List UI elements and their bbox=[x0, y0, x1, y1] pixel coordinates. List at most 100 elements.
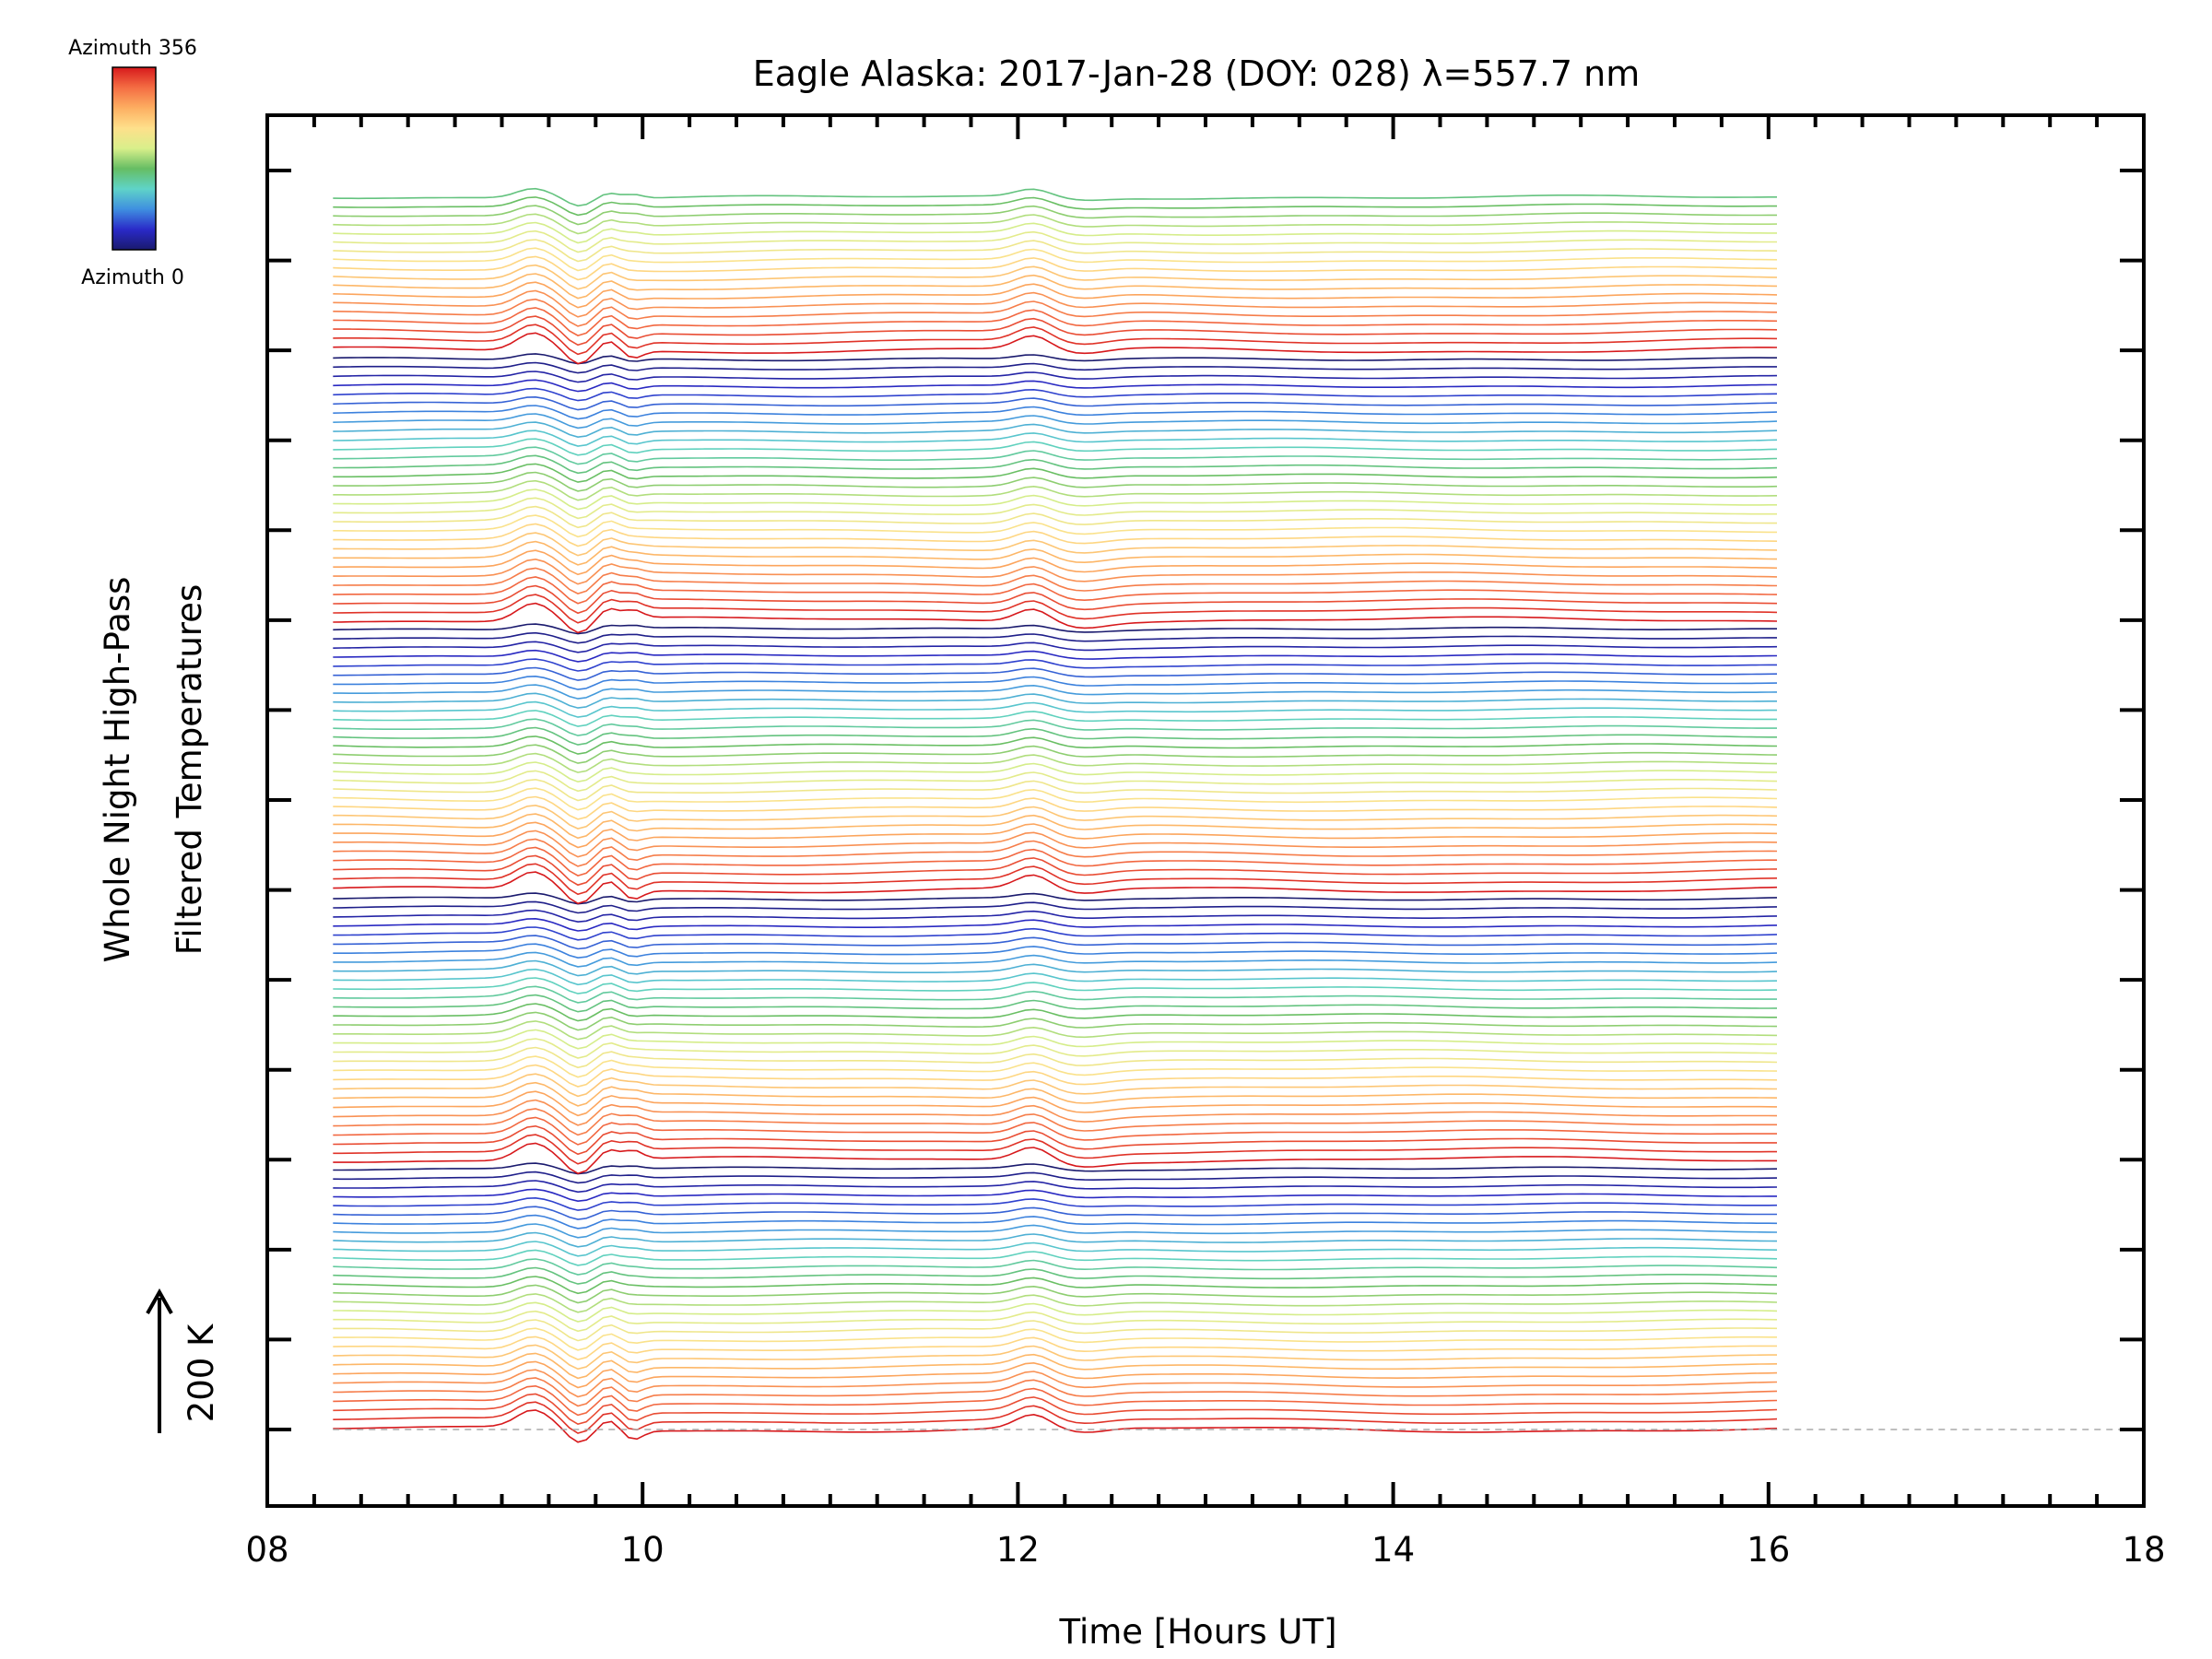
series-line bbox=[333, 735, 1778, 755]
series-line bbox=[333, 846, 1777, 877]
x-tick-labels: 08 10 12 14 16 18 bbox=[245, 1530, 2165, 1570]
series-line bbox=[333, 658, 1777, 672]
series-line bbox=[333, 795, 1778, 820]
series-line bbox=[333, 247, 1778, 272]
colorbar-top-label: Azimuth 356 bbox=[68, 37, 197, 60]
series-line bbox=[333, 1108, 1777, 1136]
series-line bbox=[333, 1352, 1778, 1380]
series-line bbox=[333, 379, 1778, 393]
series-layer bbox=[333, 187, 1778, 1443]
series-line bbox=[333, 558, 1778, 585]
series-line bbox=[333, 909, 1778, 924]
series-line bbox=[333, 744, 1778, 764]
series-line bbox=[333, 239, 1778, 263]
series-line bbox=[333, 1029, 1778, 1050]
series-line bbox=[333, 1055, 1778, 1078]
series-line bbox=[333, 830, 1778, 858]
series-line bbox=[333, 951, 1778, 968]
series-line bbox=[333, 770, 1778, 793]
series-line bbox=[333, 584, 1778, 615]
series-line bbox=[333, 1162, 1778, 1175]
x-tick-label: 08 bbox=[245, 1530, 288, 1570]
series-line bbox=[333, 213, 1778, 235]
series-line bbox=[333, 1003, 1777, 1022]
series-line bbox=[333, 497, 1777, 520]
series-line bbox=[333, 968, 1778, 986]
series-line bbox=[333, 1284, 1778, 1304]
colorbar-bar bbox=[112, 66, 157, 251]
y-axis-title-line-2: Filtered Temperatures bbox=[170, 584, 209, 955]
series-line bbox=[333, 1258, 1778, 1276]
series-line bbox=[333, 413, 1778, 429]
series-line bbox=[333, 778, 1778, 802]
series-line bbox=[333, 429, 1778, 447]
series-line bbox=[333, 307, 1778, 336]
x-tick-label: 14 bbox=[1371, 1530, 1415, 1570]
series-line bbox=[333, 1409, 1778, 1443]
series-line bbox=[333, 752, 1778, 773]
series-line bbox=[333, 1401, 1778, 1434]
series-line bbox=[333, 471, 1778, 492]
series-line bbox=[333, 623, 1777, 635]
series-line bbox=[333, 804, 1778, 830]
series-line bbox=[333, 332, 1778, 365]
series-line bbox=[333, 273, 1778, 300]
series-line bbox=[333, 505, 1777, 529]
series-line bbox=[333, 1011, 1778, 1031]
series-line bbox=[333, 821, 1778, 849]
series-line bbox=[333, 540, 1778, 566]
series-line bbox=[333, 1369, 1778, 1398]
series-line bbox=[333, 446, 1778, 465]
series-line bbox=[333, 1310, 1778, 1333]
series-line bbox=[333, 361, 1777, 374]
colorbar-bottom-label: Azimuth 0 bbox=[81, 266, 184, 289]
series-line bbox=[333, 281, 1778, 309]
series-line bbox=[333, 1099, 1778, 1126]
series-line bbox=[333, 1319, 1778, 1342]
series-line bbox=[333, 488, 1777, 511]
series-line bbox=[333, 1276, 1778, 1295]
series-line bbox=[333, 1360, 1778, 1389]
series-line bbox=[333, 935, 1778, 950]
axis-ticks bbox=[265, 115, 2146, 1506]
series-line bbox=[333, 871, 1778, 905]
series-line bbox=[333, 854, 1778, 887]
series-line bbox=[333, 1231, 1778, 1248]
series-line bbox=[333, 675, 1778, 690]
series-line bbox=[333, 700, 1777, 718]
series-line bbox=[333, 631, 1777, 644]
y-axis-title-line-1: Whole Night High-Pass bbox=[98, 577, 137, 963]
series-line bbox=[333, 985, 1777, 1004]
series-line bbox=[333, 761, 1778, 783]
series-line bbox=[333, 926, 1778, 941]
series-line bbox=[333, 1020, 1778, 1041]
series-line bbox=[333, 1116, 1777, 1146]
series-line bbox=[333, 813, 1778, 840]
series-line bbox=[333, 1241, 1778, 1257]
series-line bbox=[333, 1344, 1777, 1371]
chart-title: Eagle Alaska: 2017-Jan-28 (DOY: 028) λ=5… bbox=[753, 53, 1641, 94]
series-line bbox=[333, 514, 1777, 538]
series-line bbox=[333, 532, 1778, 557]
series-line bbox=[333, 255, 1778, 281]
series-line bbox=[333, 405, 1778, 420]
series-line bbox=[333, 943, 1778, 959]
series-line bbox=[333, 567, 1778, 594]
series-line bbox=[333, 1393, 1778, 1426]
series-line bbox=[333, 1223, 1778, 1239]
series-line bbox=[333, 576, 1778, 605]
scale-bar-arrow-head bbox=[146, 1288, 173, 1314]
series-line bbox=[333, 187, 1777, 207]
series-line bbox=[333, 1124, 1777, 1156]
series-line bbox=[333, 602, 1778, 634]
series-line bbox=[333, 353, 1777, 365]
series-line bbox=[333, 1384, 1778, 1417]
series-line bbox=[333, 549, 1778, 576]
series-line bbox=[333, 1266, 1778, 1285]
series-line bbox=[333, 594, 1778, 624]
series-line bbox=[333, 479, 1778, 501]
series-line bbox=[333, 1335, 1777, 1360]
series-line bbox=[333, 1134, 1777, 1165]
series-line bbox=[333, 1188, 1777, 1203]
